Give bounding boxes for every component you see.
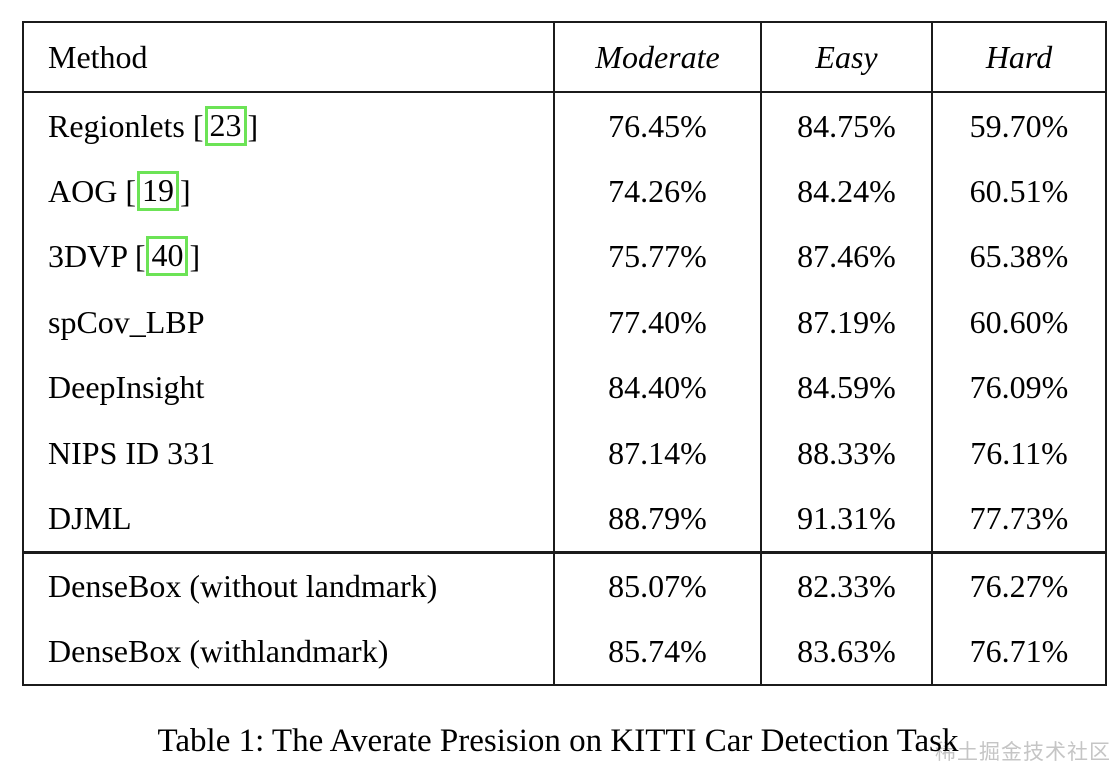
value-cell: 85.07% <box>555 550 762 618</box>
column-header-method: Method <box>24 23 555 93</box>
value-cell: 74.26% <box>555 158 762 224</box>
value-cell: 83.63% <box>762 617 933 684</box>
value-cell: 59.70% <box>969 107 1069 144</box>
value-cell: 60.51% <box>969 173 1069 210</box>
method-cell: NIPS ID 331 <box>24 419 555 486</box>
column-header-moderate: Moderate <box>555 23 762 93</box>
value-cell: 88.79% <box>555 485 762 551</box>
method-cell: spCov_LBP <box>24 289 555 355</box>
value-cell: 75.77% <box>555 223 762 290</box>
watermark: 稀土掘金技术社区 <box>935 741 1111 764</box>
value-cell: 76.45% <box>555 93 762 159</box>
value-cell: 87.14% <box>555 419 762 486</box>
value-cell: 91.31% <box>762 485 933 551</box>
method-cell: 3DVP [40] <box>24 223 555 290</box>
value-cell: 77.40% <box>555 289 762 355</box>
value-cell: 77.73% <box>969 500 1069 537</box>
value-cell: 76.27% <box>933 550 1105 618</box>
value-cell: 84.59% <box>762 354 933 420</box>
value-cell: 76.11% <box>970 434 1068 471</box>
method-cell: DenseBox (without landmark) <box>24 550 555 618</box>
method-cell: Regionlets [23] <box>24 93 555 159</box>
method-cell: DeepInsight <box>24 354 555 420</box>
value-cell: 76.71% <box>969 632 1069 669</box>
value-cell: 87.46% <box>762 223 933 290</box>
citation-link[interactable]: 19 <box>136 171 179 212</box>
value-cell: 87.19% <box>762 289 933 355</box>
results-table: Method Moderate Easy Hard Regionlets [23] 76.… <box>22 21 1107 686</box>
method-cell: DenseBox (withlandmark) <box>24 617 555 684</box>
method-cell: DJML <box>24 485 555 551</box>
value-cell: 82.33% <box>762 550 933 618</box>
value-cell: 85.74% <box>555 617 762 684</box>
citation-link[interactable]: 23 <box>204 105 247 146</box>
column-header-easy: Easy <box>762 23 933 93</box>
method-cell: AOG [19] <box>24 158 555 224</box>
value-cell: 84.75% <box>762 93 933 159</box>
value-cell: 76.09% <box>969 369 1069 406</box>
value-cell: 65.38% <box>969 238 1069 275</box>
citation-link[interactable]: 40 <box>146 236 189 277</box>
column-header-hard: Hard <box>933 23 1105 93</box>
value-cell: 84.24% <box>762 158 933 224</box>
table-caption: Table 1: The Averate Presision on KITTI … <box>157 723 959 759</box>
value-cell: 84.40% <box>555 354 762 420</box>
value-cell: 60.60% <box>969 303 1069 340</box>
value-cell: 88.33% <box>762 419 933 486</box>
